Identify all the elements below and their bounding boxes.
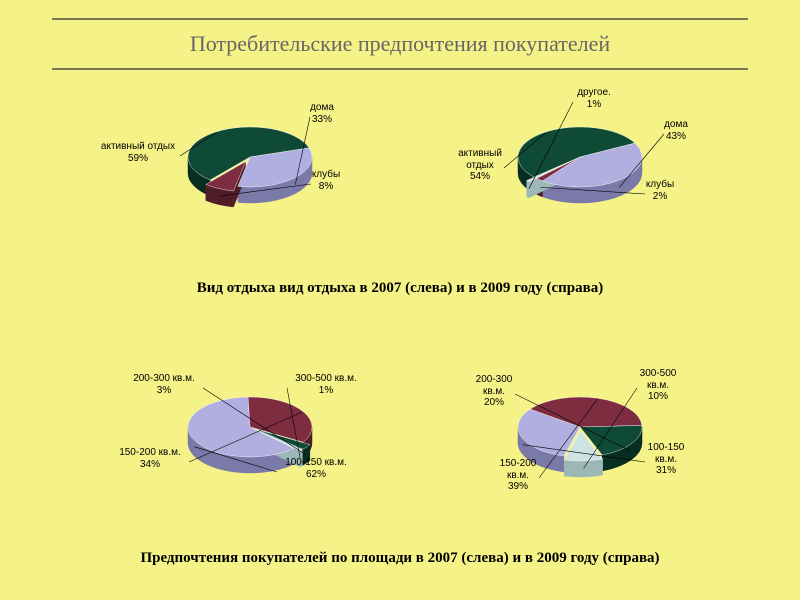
slice-label-100_150: 100-150кв.м.31% (621, 442, 711, 477)
slice-label-clubs: клубы2% (615, 179, 705, 202)
slice-label-300_500: 300-500кв.м.10% (613, 368, 703, 403)
slice-label-clubs: клубы8% (281, 169, 371, 192)
slice-label-300_500: 300-500 кв.м.1% (281, 373, 371, 396)
title-bar: Потребительские предпочтения покупателей (52, 18, 748, 70)
chart-area-2009: 100-150кв.м.31% 150-200кв.м.39% 200-300кв.… (430, 350, 730, 520)
slice-label-home: дома43% (631, 119, 721, 142)
slice-label-other: другое.1% (549, 87, 639, 110)
slice-label-150_200: 150-200кв.м.39% (473, 458, 563, 493)
slice-label-home: дома33% (277, 102, 367, 125)
slice-label-150_200: 150-200 кв.м.34% (105, 447, 195, 470)
page-title: Потребительские предпочтения покупателей (190, 31, 610, 57)
slice-label-100_150: 100-150 кв.м.62% (271, 457, 361, 480)
caption-area: Предпочтения покупателей по площади в 20… (0, 550, 800, 567)
caption-recreation: Вид отдыха вид отдыха в 2007 (слева) и в… (0, 280, 800, 297)
chart-recreation-2007: активный отдых59%дома33%клубы8% (100, 80, 400, 250)
slice-label-active: активныйотдых54% (435, 148, 525, 183)
chart-recreation-2009: активныйотдых54% дома43% клубы2% другое.1% (430, 80, 730, 250)
slice-label-200_300: 200-300 кв.м.3% (119, 373, 209, 396)
slice-label-200_300: 200-300кв.м.20% (449, 374, 539, 409)
chart-area-2007: 100-150 кв.м.62% 150-200 кв.м.34% 200-300 … (100, 350, 400, 520)
slice-label-active: активный отдых59% (93, 141, 183, 164)
